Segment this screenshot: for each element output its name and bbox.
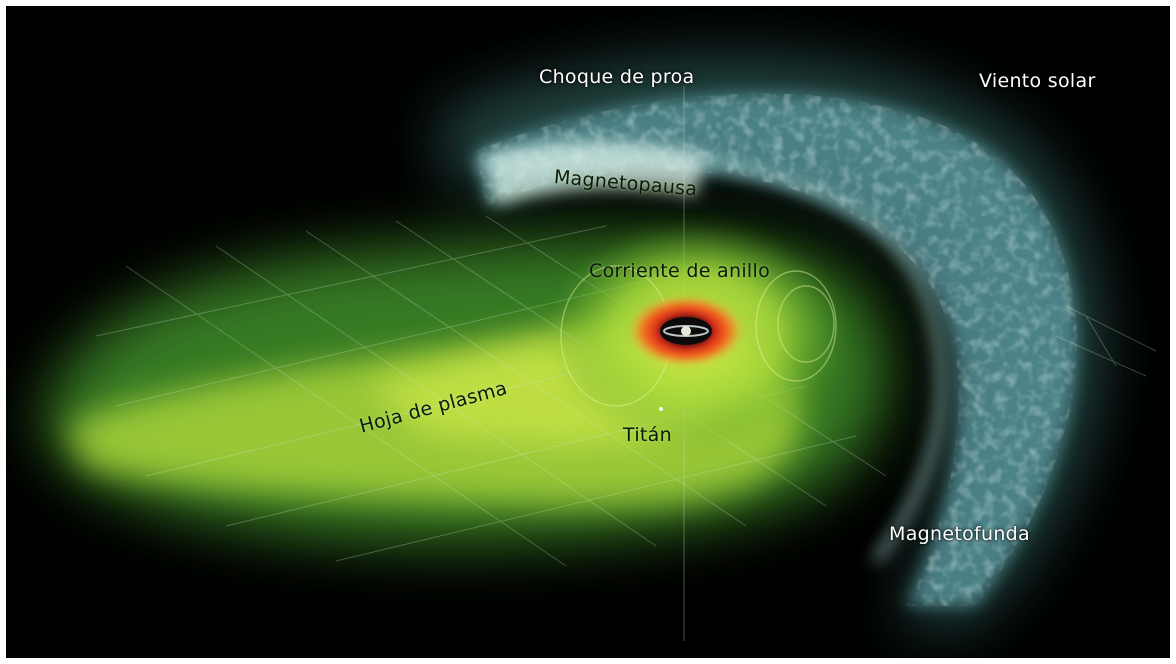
label-magnetofunda: Magnetofunda <box>889 523 1030 545</box>
label-choque-de-proa: Choque de proa <box>539 66 695 88</box>
label-viento-solar: Viento solar <box>979 70 1096 92</box>
magnetosphere-diagram: Choque de proa Viento solar Magnetopausa… <box>6 6 1170 658</box>
saturn-body-icon <box>681 326 691 336</box>
magnetopause-white-band <box>486 142 706 206</box>
label-titan: Titán <box>623 424 672 446</box>
titan-marker <box>659 407 663 411</box>
magnetosphere-illustration <box>44 58 1157 641</box>
coordinate-grid <box>95 215 1157 567</box>
label-corriente-de-anillo: Corriente de anillo <box>589 260 771 282</box>
